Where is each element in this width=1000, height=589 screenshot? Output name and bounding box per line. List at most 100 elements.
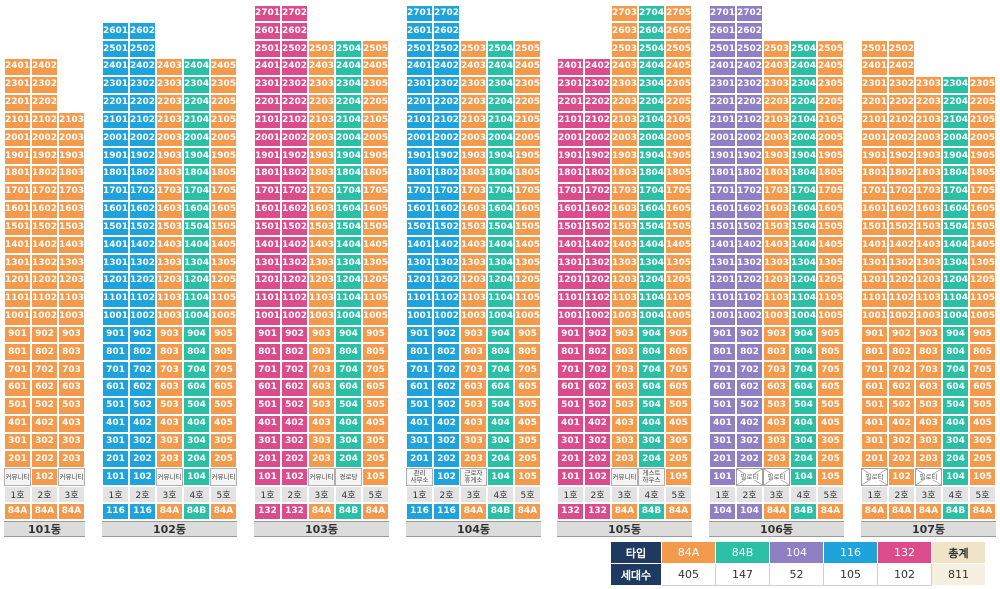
unit-905: 905 <box>817 325 844 344</box>
type-label: 84A <box>460 503 487 520</box>
unit-1902: 1902 <box>129 147 156 166</box>
unit-1104: 1104 <box>335 289 362 308</box>
unit-202: 202 <box>584 450 611 469</box>
type-label: 84A <box>210 503 237 520</box>
unit-1802: 1802 <box>584 165 611 183</box>
unit-705: 705 <box>665 361 692 380</box>
unit-904: 904 <box>638 325 665 344</box>
unit-1104: 1104 <box>487 289 514 308</box>
unit-504: 504 <box>487 396 514 415</box>
unit-902: 902 <box>433 325 460 344</box>
unit-902: 902 <box>888 325 915 344</box>
unit-2101: 2101 <box>102 111 129 130</box>
unit-201: 201 <box>102 450 129 469</box>
unit-201: 201 <box>4 450 31 469</box>
unit-2002: 2002 <box>888 129 915 148</box>
unit-1801: 1801 <box>861 165 888 183</box>
building-label: 106동 <box>709 521 844 537</box>
unit-2303: 2303 <box>308 75 335 94</box>
building-label: 101동 <box>4 521 85 537</box>
unit-1004: 1004 <box>335 307 362 326</box>
unit-2201: 2201 <box>102 93 129 112</box>
facility-cell: 커뮤니티 <box>4 468 31 486</box>
unit-2103: 2103 <box>763 111 790 130</box>
unit-905: 905 <box>514 325 541 344</box>
unit-1201: 1201 <box>4 272 31 290</box>
unit-2502: 2502 <box>281 40 308 59</box>
unit-502: 502 <box>31 396 58 415</box>
unit-1805: 1805 <box>969 165 996 183</box>
unit-2302: 2302 <box>31 75 58 94</box>
unit-303: 303 <box>156 432 183 451</box>
unit-702: 702 <box>888 361 915 380</box>
ho-label: 4호 <box>942 486 969 503</box>
unit-1201: 1201 <box>254 272 281 290</box>
unit-404: 404 <box>335 414 362 433</box>
type-label: 84A <box>817 503 844 520</box>
unit-1202: 1202 <box>281 272 308 290</box>
unit-604: 604 <box>487 379 514 397</box>
unit-701: 701 <box>102 361 129 380</box>
unit-1502: 1502 <box>281 218 308 237</box>
unit-604: 604 <box>183 379 210 397</box>
unit-2403: 2403 <box>611 58 638 76</box>
ho-label: 1호 <box>861 486 888 503</box>
unit-1004: 1004 <box>942 307 969 326</box>
ho-label: 2호 <box>31 486 58 503</box>
unit-1602: 1602 <box>281 200 308 219</box>
unit-901: 901 <box>254 325 281 344</box>
unit-1205: 1205 <box>969 272 996 290</box>
unit-1302: 1302 <box>888 254 915 273</box>
unit-502: 502 <box>888 396 915 415</box>
unit-1702: 1702 <box>736 182 763 201</box>
unit-1304: 1304 <box>790 254 817 273</box>
unit-1501: 1501 <box>557 218 584 237</box>
unit-504: 504 <box>183 396 210 415</box>
unit-504: 504 <box>790 396 817 415</box>
unit-1702: 1702 <box>584 182 611 201</box>
unit-2401: 2401 <box>102 58 129 76</box>
unit-2504: 2504 <box>790 40 817 59</box>
unit-1204: 1204 <box>790 272 817 290</box>
unit-1801: 1801 <box>102 165 129 183</box>
unit-1601: 1601 <box>709 200 736 219</box>
unit-1103: 1103 <box>308 289 335 308</box>
unit-805: 805 <box>817 343 844 362</box>
ho-label: 5호 <box>362 486 389 503</box>
unit-1703: 1703 <box>915 182 942 201</box>
unit-1204: 1204 <box>335 272 362 290</box>
unit-2305: 2305 <box>969 75 996 94</box>
unit-202: 202 <box>433 450 460 469</box>
unit-2704: 2704 <box>638 4 665 23</box>
unit-2001: 2001 <box>102 129 129 148</box>
ho-label: 4호 <box>335 486 362 503</box>
unit-703: 703 <box>58 361 85 380</box>
unit-404: 404 <box>638 414 665 433</box>
building-label: 107동 <box>861 521 996 537</box>
unit-2601: 2601 <box>709 22 736 41</box>
unit-1504: 1504 <box>183 218 210 237</box>
unit-402: 402 <box>281 414 308 433</box>
unit-802: 802 <box>433 343 460 362</box>
unit-2102: 2102 <box>888 111 915 130</box>
unit-402: 402 <box>31 414 58 433</box>
facility-cell: 커뮤니티 <box>308 468 335 486</box>
unit-2701: 2701 <box>709 4 736 23</box>
unit-1802: 1802 <box>736 165 763 183</box>
unit-2205: 2205 <box>817 93 844 112</box>
unit-304: 304 <box>790 432 817 451</box>
unit-702: 702 <box>433 361 460 380</box>
unit-901: 901 <box>4 325 31 344</box>
unit-604: 604 <box>638 379 665 397</box>
unit-505: 505 <box>362 396 389 415</box>
unit-1305: 1305 <box>817 254 844 273</box>
unit-1904: 1904 <box>487 147 514 166</box>
unit-505: 505 <box>665 396 692 415</box>
unit-1403: 1403 <box>915 236 942 255</box>
unit-304: 304 <box>183 432 210 451</box>
unit-2001: 2001 <box>4 129 31 148</box>
ho-label: 1호 <box>709 486 736 503</box>
unit-1702: 1702 <box>129 182 156 201</box>
unit-2402: 2402 <box>129 58 156 76</box>
unit-505: 505 <box>969 396 996 415</box>
